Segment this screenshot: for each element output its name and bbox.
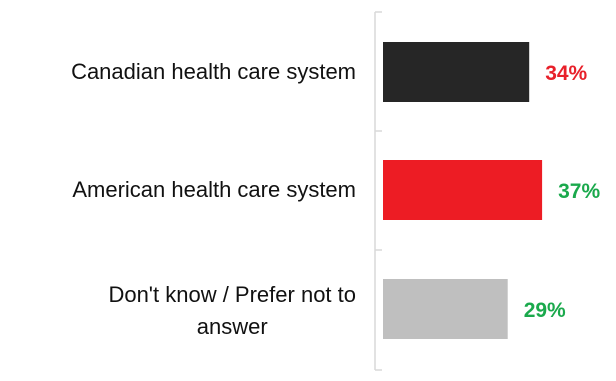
- category-label-2: Don't know / Prefer not to answer: [0, 277, 356, 345]
- bar-0: [383, 42, 530, 102]
- category-label-0: Canadian health care system: [0, 55, 356, 89]
- category-label-text-0: Canadian health care system: [71, 59, 356, 84]
- category-label-text-1: American health care system: [72, 177, 356, 202]
- category-label-text-2: Don't know / Prefer not to answer: [108, 282, 356, 339]
- category-label-1: American health care system: [0, 173, 356, 207]
- data-label-2: 29%: [524, 299, 566, 322]
- bar-1: [383, 160, 543, 220]
- data-label-1: 37%: [558, 180, 600, 203]
- bar-2: [383, 279, 508, 339]
- data-label-0: 34%: [545, 62, 587, 85]
